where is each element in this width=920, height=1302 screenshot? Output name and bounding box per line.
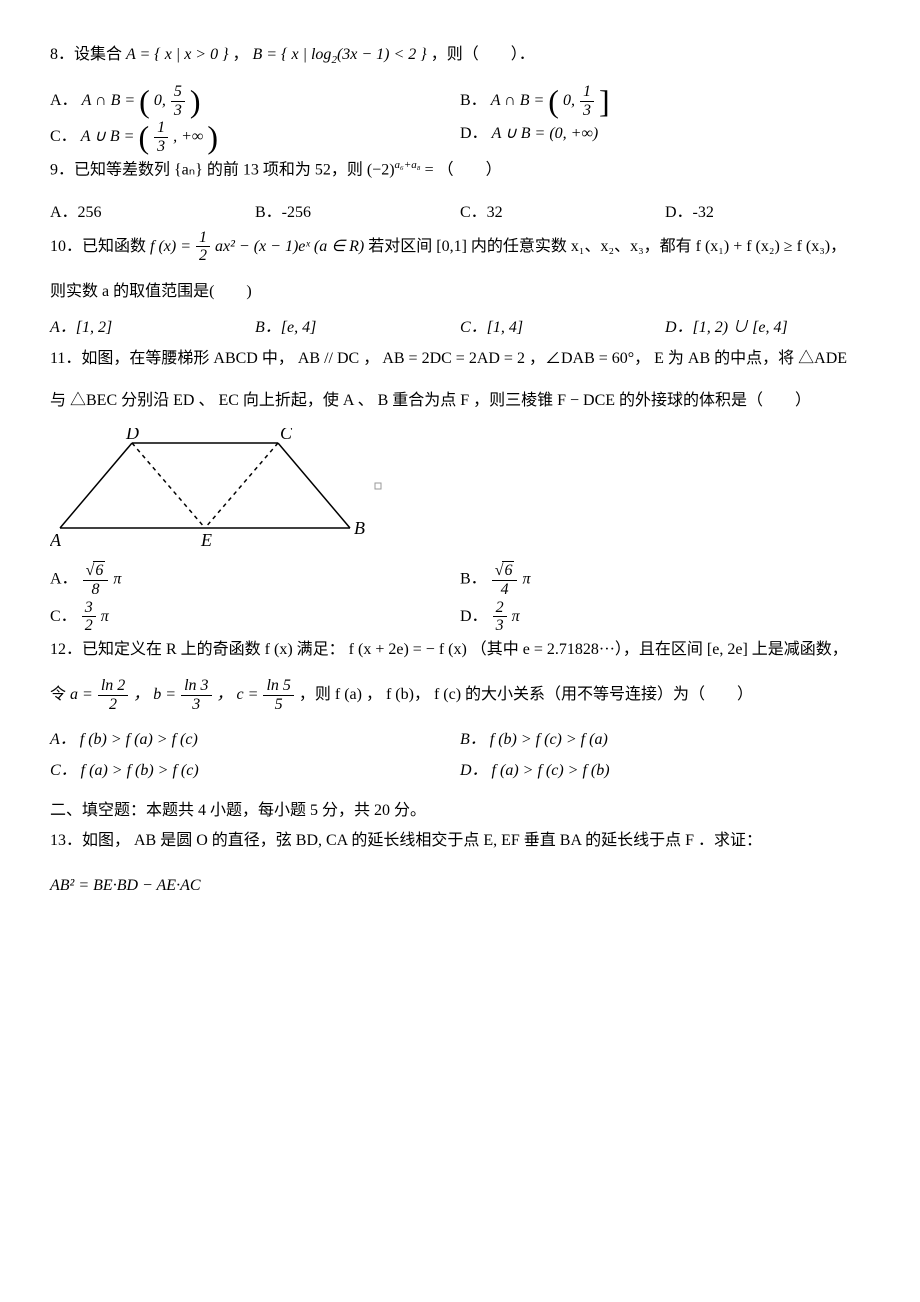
q10-option-A: A．[1, 2] (50, 313, 255, 343)
question-10: 10．已知函数 f (x) = 12 ax² − (x − 1)eˣ (a ∈ … (50, 229, 870, 265)
question-11-line2: 与 △BEC 分别沿 ED 、 EC 向上折起，使 A 、 B 重合为点 F ，… (50, 386, 870, 416)
q11-line2-text: 与 △BEC 分别沿 ED 、 EC 向上折起，使 A 、 B 重合为点 F ，… (50, 392, 811, 409)
q8-D-expr: A ∪ B = (0, +∞) (492, 125, 599, 142)
q11-C-pi: π (101, 607, 109, 624)
svg-text:A: A (50, 530, 62, 550)
q9-option-D: D．-32 (665, 198, 870, 228)
q8-B-label: B． (460, 92, 487, 109)
q12-option-D: D． f (a) > f (c) > f (b) (460, 756, 870, 786)
q8-options: A． A ∩ B = ( 0, 53 ) B． A ∩ B = ( 0, 13 … (50, 83, 870, 155)
q8-A-frac: 53 (171, 83, 185, 119)
q10-rest: ax² − (x − 1)eˣ (a ∈ R) (215, 237, 364, 254)
q12-a-frac: ln 22 (98, 677, 128, 713)
q12-options: A． f (b) > f (a) > f (c) B． f (b) > f (c… (50, 725, 870, 786)
q12-option-C: C． f (a) > f (b) > f (c) (50, 756, 460, 786)
q9-options: A．256 B．-256 C．32 D．-32 (50, 198, 870, 228)
question-12-line1: 12．已知定义在 R 上的奇函数 f (x) 满足： f (x + 2e) = … (50, 635, 870, 665)
question-11-line1: 11．如图，在等腰梯形 ABCD 中， AB // DC ， AB = 2DC … (50, 344, 870, 374)
q11-A-pi: π (113, 571, 121, 588)
q10-prefix: 10．已知函数 (50, 237, 150, 254)
q12-a-eq: a = (70, 686, 97, 703)
trapezoid-diagram: A B C D E (50, 428, 390, 553)
svg-text:E: E (200, 530, 212, 550)
q11-B-pi: π (522, 571, 530, 588)
q10-half: 12 (196, 229, 210, 265)
q8-option-C: C． A ∪ B = ( 13 , +∞ ) (50, 119, 460, 155)
lparen-icon: ( (139, 87, 150, 116)
q10-option-B: B．[e, 4] (255, 313, 460, 343)
q12-c-eq: ， c = (217, 686, 263, 703)
q8-B-zero: 0, (563, 92, 579, 109)
svg-text:D: D (125, 428, 139, 443)
q8-C-frac: 13 (154, 119, 168, 155)
q12-c-frac: ln 55 (263, 677, 293, 713)
lparen-icon: ( (138, 123, 149, 152)
q11-D-pi: π (512, 607, 520, 624)
q10-mid: 若对区间 [0,1] 内的任意实数 x₁、x₂、x₃，都有 f (x₁) + f… (368, 237, 846, 254)
q8-B-frac: 13 (580, 83, 594, 119)
q11-options-row1: A． 6 8 π B． 6 4 π C． 3 2 π D． 2 3 π (50, 561, 870, 634)
svg-text:C: C (280, 428, 293, 443)
question-13-line1: 13．如图， AB 是圆 O 的直径，弦 BD, CA 的延长线相交于点 E, … (50, 826, 870, 856)
q12-option-B: B． f (b) > f (c) > f (a) (460, 725, 870, 755)
q10-option-C: C．[1, 4] (460, 313, 665, 343)
q8-D-label: D． (460, 125, 488, 142)
q8-B-expr: A ∩ B = (491, 92, 549, 109)
q11-A-frac: 6 8 (83, 561, 109, 598)
q12-option-A: A． f (b) > f (a) > f (c) (50, 725, 460, 755)
q11-D-frac: 2 3 (493, 599, 507, 635)
q11-A-label: A． (50, 571, 78, 588)
question-9: 9．已知等差数列 {aₙ} 的前 13 项和为 52，则 (−2)a₆+a₈ =… (50, 155, 870, 186)
q9-option-A: A．256 (50, 198, 255, 228)
svg-text:B: B (354, 518, 365, 538)
q9-exp: a₆+a₈ (395, 159, 421, 171)
q9-stem: 9．已知等差数列 {aₙ} 的前 13 项和为 52，则 (−2) (50, 162, 395, 179)
q8-sep: ， (233, 46, 249, 63)
q8-C-tail: , +∞ (173, 128, 203, 145)
q12-b-eq: ， b = (133, 686, 180, 703)
question-12-line2: 令 a = ln 22 ， b = ln 33 ， c = ln 55 ，则 f… (50, 677, 870, 713)
q11-B-frac: 6 4 (492, 561, 518, 598)
q10-fx: f (x) = (150, 237, 195, 254)
rparen-icon: ) (190, 87, 201, 116)
q8-A-zero: 0, (154, 92, 170, 109)
q11-B-label: B． (460, 571, 487, 588)
q10-line2: 则实数 a 的取值范围是( ) (50, 277, 870, 307)
q11-option-D: D． 2 3 π (460, 599, 870, 635)
q8-option-B: B． A ∩ B = ( 0, 13 ] (460, 83, 870, 119)
q8-setA: A = { x | x > 0 } (126, 46, 228, 63)
q8-option-D: D． A ∪ B = (0, +∞) (460, 119, 870, 155)
section-2-title: 二、填空题：本题共 4 小题，每小题 5 分，共 20 分。 (50, 796, 870, 826)
q8-log-arg: (3x − 1) < 2 } (337, 46, 427, 63)
q8-setB-start: B = { x | log (253, 46, 332, 63)
q8-A-label: A． (50, 92, 78, 109)
q8-stem-prefix: 8．设集合 (50, 46, 126, 63)
q11-option-B: B． 6 4 π (460, 561, 870, 598)
question-13-eq: AB² = BE·BD − AE·AC (50, 871, 870, 901)
q10-options: A．[1, 2] B．[e, 4] C．[1, 4] D．[1, 2) ∪ [e… (50, 313, 870, 343)
q9-option-C: C．32 (460, 198, 665, 228)
q9-option-B: B．-256 (255, 198, 460, 228)
rbracket-icon: ] (599, 87, 610, 116)
q12-b-frac: ln 33 (181, 677, 211, 713)
q9-tail: = （ ） (421, 162, 502, 179)
q8-option-A: A． A ∩ B = ( 0, 53 ) (50, 83, 460, 119)
q11-C-frac: 3 2 (82, 599, 96, 635)
q12-let: 令 (50, 686, 70, 703)
q10-option-D: D．[1, 2) ∪ [e, 4] (665, 313, 870, 343)
q11-option-A: A． 6 8 π (50, 561, 460, 598)
q11-D-label: D． (460, 607, 488, 624)
q12-post: ，则 f (a) ， f (b)， f (c) 的大小关系（用不等号连接）为（ … (299, 686, 753, 703)
q8-A-expr: A ∩ B = (82, 92, 140, 109)
rparen-icon: ) (207, 123, 218, 152)
lparen-icon: ( (548, 87, 559, 116)
q8-C-label: C． (50, 128, 77, 145)
q8-C-expr: A ∪ B = (81, 128, 139, 145)
q11-C-label: C． (50, 607, 77, 624)
q8-stem-suffix: ，则（ ）． (431, 46, 535, 63)
q11-option-C: C． 3 2 π (50, 599, 460, 635)
question-8: 8．设集合 A = { x | x > 0 } ， B = { x | log2… (50, 40, 870, 71)
